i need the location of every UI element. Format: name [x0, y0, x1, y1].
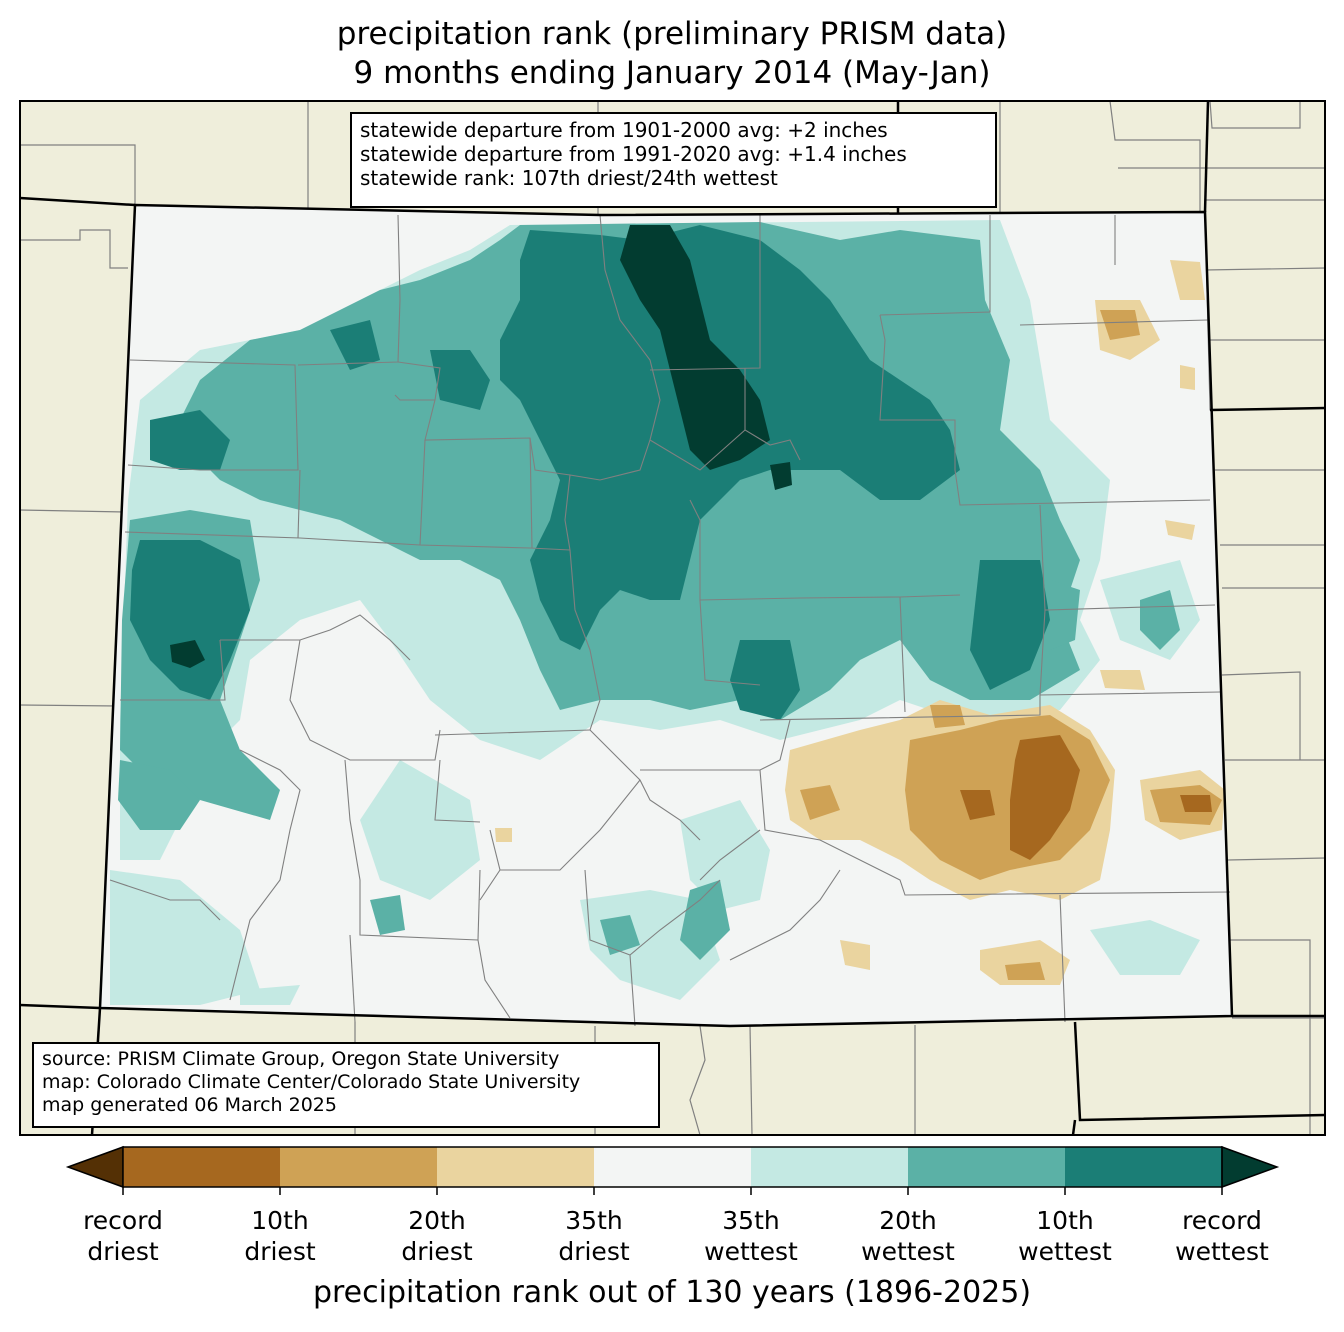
stats-line-rank: statewide rank: 107th driest/24th wettes… [360, 166, 778, 190]
statewide-stats-box: statewide departure from 1901-2000 avg: … [350, 112, 997, 208]
colorbar-tick-label: 10th driest [244, 1206, 316, 1266]
colorbar-segment [1065, 1147, 1222, 1187]
map-title-line-2: 9 months ending January 2014 (May-Jan) [353, 55, 991, 91]
colorbar-tick-label: 20th driest [401, 1206, 473, 1266]
neighbor-county-lines [19, 100, 1326, 1136]
generated-date-line: map generated 06 March 2025 [42, 1094, 337, 1116]
colorbar-extend-left [65, 1145, 124, 1189]
colorbar-tick-label: 35th driest [558, 1206, 630, 1266]
colorbar-tick-label: record wettest [1175, 1206, 1269, 1266]
colorbar-extend-right [1221, 1145, 1280, 1189]
stats-line-1991-2020: statewide departure from 1991-2020 avg: … [360, 142, 907, 166]
source-credits-box: source: PRISM Climate Group, Oregon Stat… [32, 1042, 660, 1128]
colorbar-tick-label: 10th wettest [1018, 1206, 1112, 1266]
colorbar-tick-label: 35th wettest [704, 1206, 798, 1266]
colorbar-tick-label: record driest [83, 1206, 163, 1266]
stats-line-1901-2000: statewide departure from 1901-2000 avg: … [360, 118, 888, 142]
map-frame [19, 100, 1326, 1136]
colorbar-segment [123, 1147, 280, 1187]
colorbar-tick-label: 20th wettest [861, 1206, 955, 1266]
colorbar-title: precipitation rank out of 130 years (189… [312, 1275, 1032, 1310]
source-line: source: PRISM Climate Group, Oregon Stat… [42, 1048, 560, 1070]
colorbar-segment [280, 1147, 437, 1187]
colorbar-segment [908, 1147, 1065, 1187]
colorbar-segment [437, 1147, 594, 1187]
colorado-precip-field [100, 205, 1232, 1026]
colorbar-outline [122, 1146, 1223, 1188]
colorbar [65, 1145, 1280, 1195]
colorbar-segment [751, 1147, 908, 1187]
map-title-line-1: precipitation rank (preliminary PRISM da… [336, 16, 1008, 52]
colorbar-segment [594, 1147, 751, 1187]
map-credit-line: map: Colorado Climate Center/Colorado St… [42, 1071, 581, 1093]
